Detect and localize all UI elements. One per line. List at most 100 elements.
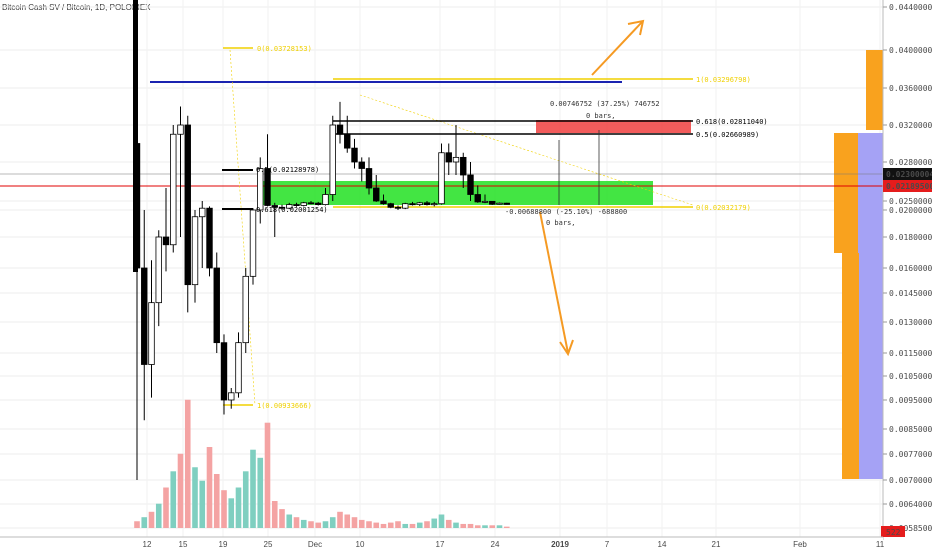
candle-body — [394, 206, 402, 209]
candle-body — [184, 124, 191, 286]
time-tick-label: 19 — [219, 540, 228, 549]
time-tick-label: 14 — [658, 540, 667, 549]
volume-bar — [337, 511, 343, 528]
candle-body — [402, 203, 409, 209]
candle-body — [336, 124, 344, 135]
volume-bar — [395, 521, 401, 528]
candle-body — [351, 147, 358, 163]
candle-body — [220, 342, 228, 401]
price-axis-bg — [883, 0, 932, 550]
volume-bar — [358, 519, 365, 528]
candle-body — [228, 392, 235, 401]
candle-body — [416, 202, 423, 206]
volume-bar — [228, 498, 235, 528]
candle-body — [467, 174, 474, 195]
measure-down-label: -0.00688800 (-25.10%) -688800 — [505, 208, 627, 216]
volume-bar — [380, 523, 387, 528]
candle-body — [264, 168, 271, 206]
candle-body — [452, 156, 460, 163]
time-tick-label: Feb — [793, 540, 807, 549]
candle-body — [322, 194, 329, 205]
time-tick-label: 11 — [876, 540, 885, 549]
candle-body — [257, 168, 264, 211]
measure-up-label: 0.00746752 (37.25%) 746752 — [550, 100, 660, 108]
volume-bar — [279, 509, 285, 528]
time-axis[interactable]: 12 15 19 25 Dec 10 17 24 2019 7 14 21 Feb 11 — [0, 536, 885, 550]
volume-bar — [402, 523, 409, 528]
fib-bottom-left-label: 1(0.00933666) — [257, 402, 312, 410]
volume-bar — [503, 526, 510, 528]
time-tick-label: 10 — [356, 540, 365, 549]
price-tag-label: 0.02300004 — [886, 170, 932, 179]
candle-body — [315, 202, 322, 206]
volume-bar — [308, 521, 314, 528]
fib-trend-right — [359, 94, 694, 206]
candle-body — [365, 168, 373, 189]
time-tick-label: Dec — [308, 540, 322, 549]
candle-body — [431, 203, 438, 206]
fib-top-right-label: 1(0.03296798) — [696, 76, 751, 84]
zones — [259, 120, 691, 205]
fib-618-left-label: 0.618(0.02001254) — [256, 206, 328, 214]
candle-body — [380, 200, 387, 205]
volume-bar — [141, 517, 148, 528]
candle-body — [438, 152, 445, 205]
candle-body — [329, 124, 336, 195]
candle-body — [278, 206, 286, 209]
candle-body — [445, 152, 452, 163]
volume-bar — [286, 514, 293, 528]
time-tick-label: 12 — [143, 540, 152, 549]
time-tick-label: 2019 — [551, 540, 569, 549]
candle-body — [293, 204, 300, 207]
volume-bar — [235, 487, 242, 528]
price-tag — [883, 168, 932, 180]
candle-body — [481, 200, 489, 203]
vp-bar-blue — [858, 133, 883, 253]
arrow-up — [591, 21, 643, 76]
volume-bar — [460, 523, 467, 528]
volume-bar — [366, 521, 372, 528]
volume-bar — [387, 522, 394, 528]
candle-body — [213, 267, 220, 344]
candle-body — [300, 202, 307, 206]
arrow-down — [539, 211, 569, 354]
fib-618-right-label: 0.618(0.02811040) — [696, 118, 768, 126]
volume-bar — [192, 467, 198, 528]
volume-bar — [264, 422, 271, 528]
volume-bar — [416, 522, 423, 528]
drawing-lines — [0, 47, 883, 406]
fib-bottom-right-label: 0(0.02032179) — [696, 204, 751, 212]
vp-bar-orange — [866, 50, 883, 130]
candle-body — [271, 205, 278, 208]
volume-bar — [344, 514, 351, 528]
volume-bar — [445, 519, 452, 528]
volume-bar — [206, 447, 213, 528]
volume-bar — [438, 514, 445, 528]
candle-body — [358, 161, 365, 169]
volume-profile — [834, 50, 883, 479]
volume-bar — [322, 521, 329, 528]
candle-body — [344, 133, 351, 149]
volume-bar — [170, 471, 177, 528]
volume-bar — [134, 521, 140, 528]
candle-body — [286, 204, 293, 209]
annotation-texts: 0(0.03728153) 1(0.03296798) 1(0.00933666) 0… — [256, 45, 768, 410]
volume-bar — [199, 480, 206, 528]
fib-top-left-label: 0(0.03728153) — [257, 45, 312, 53]
measure-down-bars: 0 bars, — [546, 219, 576, 227]
